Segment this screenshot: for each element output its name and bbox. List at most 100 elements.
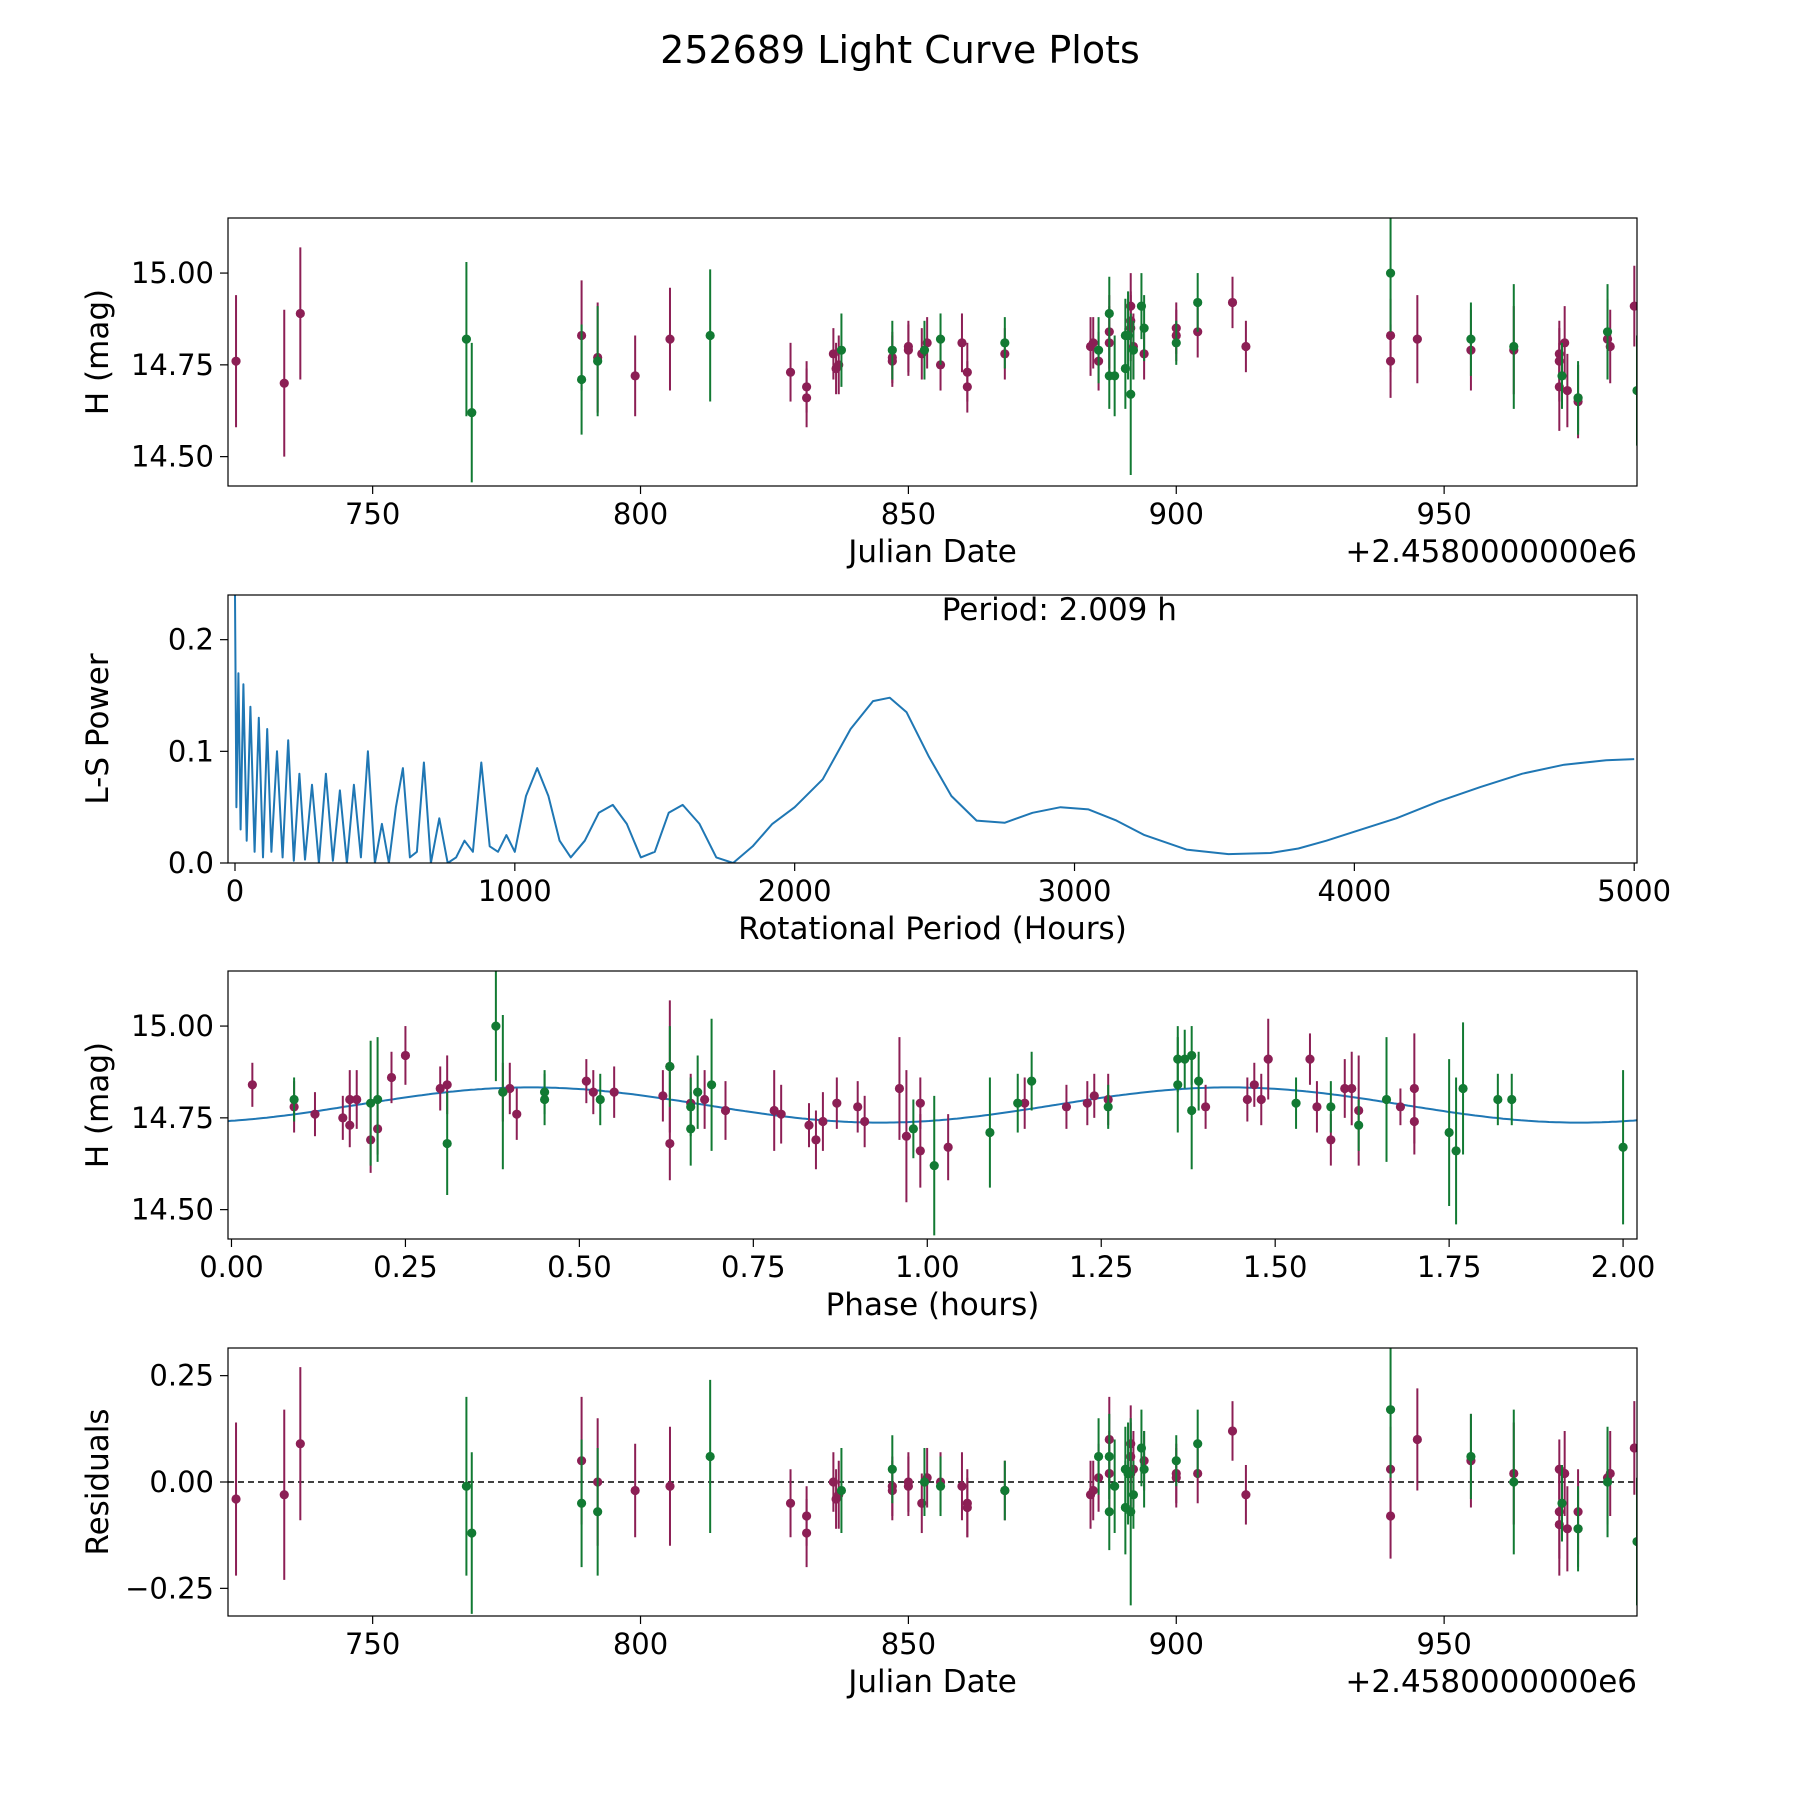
green-data-point [1103, 1084, 1113, 1129]
marker [1573, 1524, 1583, 1534]
marker [576, 1498, 587, 1508]
green-data-point [1027, 1051, 1037, 1111]
marker [505, 1083, 515, 1094]
phased-light-curve-panel: 0.00 0.25 0.50 0.75 1.00 1.25 1.50 1.75 2.00 14.5… [80, 970, 1656, 1323]
maroon-data-point [400, 1026, 411, 1085]
green-data-point [1291, 1077, 1301, 1129]
marker [1458, 1083, 1468, 1094]
x-tick-label: 0 [226, 874, 244, 908]
y-tick-label: 0.1 [168, 734, 214, 768]
marker [1573, 393, 1583, 403]
marker [1632, 385, 1637, 396]
maroon-data-point [1385, 1473, 1396, 1559]
maroon-data-point [1629, 1401, 1637, 1495]
marker [1171, 1456, 1181, 1466]
marker [903, 341, 913, 352]
green-data-point [1093, 1418, 1104, 1495]
green-data-point [1573, 361, 1583, 435]
marker [593, 356, 603, 366]
maroon-data-point [658, 1070, 668, 1122]
green-data-point [366, 1040, 376, 1166]
marker [1089, 1091, 1099, 1101]
green-data-point [1139, 1430, 1149, 1508]
y-tick-label: 14.75 [131, 348, 214, 382]
green-data-point [929, 1095, 939, 1236]
period-annotation: Period: 2.009 h [942, 592, 1177, 628]
y-tick-label: −0.25 [125, 1571, 214, 1605]
maroon-data-point [894, 1037, 905, 1140]
marker [1493, 1094, 1503, 1105]
x-tick-label: 800 [613, 497, 668, 531]
marker [1385, 268, 1396, 278]
marker [818, 1116, 828, 1127]
maroon-data-point [1242, 1077, 1252, 1122]
maroon-data-point [1241, 320, 1251, 373]
marker [804, 1120, 814, 1130]
x-tick-label: 1.50 [1243, 1250, 1308, 1284]
maroon-data-point [231, 1422, 241, 1576]
x-axis-label: Julian Date [846, 534, 1017, 570]
marker [1104, 1507, 1114, 1517]
marker [1466, 1451, 1476, 1462]
maroon-data-point [1395, 1088, 1406, 1126]
marker [915, 1146, 925, 1156]
green-data-point [1104, 1473, 1114, 1551]
maroon-data-point [1347, 1051, 1357, 1126]
marker [776, 1109, 786, 1119]
marker [630, 371, 640, 381]
green-data-point [1557, 1464, 1567, 1542]
maroon-data-point [310, 1092, 320, 1137]
marker [512, 1109, 522, 1119]
green-data-point [1093, 317, 1104, 384]
marker [1110, 1481, 1120, 1491]
marker [1466, 334, 1476, 344]
marker [1139, 323, 1149, 333]
plot-area [231, 218, 1637, 483]
marker [919, 345, 930, 355]
marker [665, 1481, 675, 1491]
green-data-point [539, 1070, 550, 1115]
green-data-point [593, 306, 603, 417]
marker [665, 1061, 675, 1072]
marker [915, 1098, 925, 1108]
marker [802, 393, 812, 403]
marker [1256, 1094, 1266, 1105]
green-data-point [289, 1077, 299, 1122]
x-tick-label: 2.00 [1591, 1250, 1656, 1284]
marker [491, 1021, 501, 1031]
green-data-point [372, 1037, 383, 1162]
maroon-data-point [1227, 1401, 1238, 1461]
green-data-point [985, 1077, 995, 1188]
maroon-data-point [1082, 1081, 1092, 1126]
marker [400, 1050, 411, 1061]
marker [962, 1502, 972, 1513]
maroon-data-point [609, 1066, 619, 1118]
maroon-data-point [832, 1077, 842, 1129]
green-data-point [1171, 1435, 1181, 1487]
maroon-data-point [957, 313, 967, 373]
marker [442, 1080, 452, 1090]
maroon-data-point [903, 1452, 913, 1512]
maroon-data-point [818, 1092, 828, 1151]
maroon-data-point [1061, 1084, 1072, 1129]
x-tick-label: 5000 [1597, 874, 1671, 908]
marker [498, 1087, 508, 1097]
marker [836, 345, 847, 355]
light-curve-panel: 750 800 850 900 950 14.50 14.75 15.00 Julian Dat… [80, 217, 1638, 570]
green-data-point [491, 971, 501, 1082]
marker [887, 1464, 897, 1474]
marker [1104, 308, 1114, 319]
maroon-data-point [1088, 1460, 1098, 1521]
maroon-data-point [1340, 1059, 1350, 1118]
axes-frame [227, 970, 1638, 1240]
x-tick-label: 4000 [1317, 874, 1391, 908]
maroon-data-point [1256, 1073, 1266, 1126]
green-data-point [887, 1435, 897, 1504]
marker [785, 367, 796, 377]
marker [1395, 1102, 1406, 1112]
marker [1557, 371, 1567, 381]
maroon-data-point [295, 247, 305, 380]
marker [1347, 1083, 1357, 1094]
maroon-data-point [665, 1426, 675, 1546]
marker [700, 1094, 710, 1105]
